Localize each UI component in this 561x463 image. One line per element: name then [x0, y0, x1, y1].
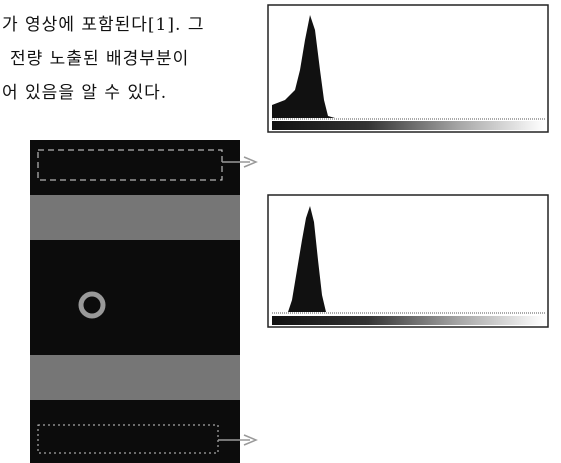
gradient-bar: [272, 316, 544, 325]
image-object: [78, 291, 106, 319]
histogram: [272, 15, 335, 118]
text-line: 전량 노출된 배경부분이: [10, 49, 190, 69]
image-band: [30, 355, 240, 400]
text-line: 어 있음을 알 수 있다.: [2, 83, 168, 103]
roi-box: [37, 424, 219, 454]
arrow: [222, 156, 258, 168]
text-line: 가 영상에 포함된다[1]. 그: [2, 15, 205, 35]
roi-box: [37, 149, 223, 181]
histogram: [288, 206, 326, 312]
arrow: [218, 434, 258, 446]
image: [30, 140, 240, 463]
image-band: [30, 195, 240, 240]
gradient-bar: [272, 121, 544, 130]
